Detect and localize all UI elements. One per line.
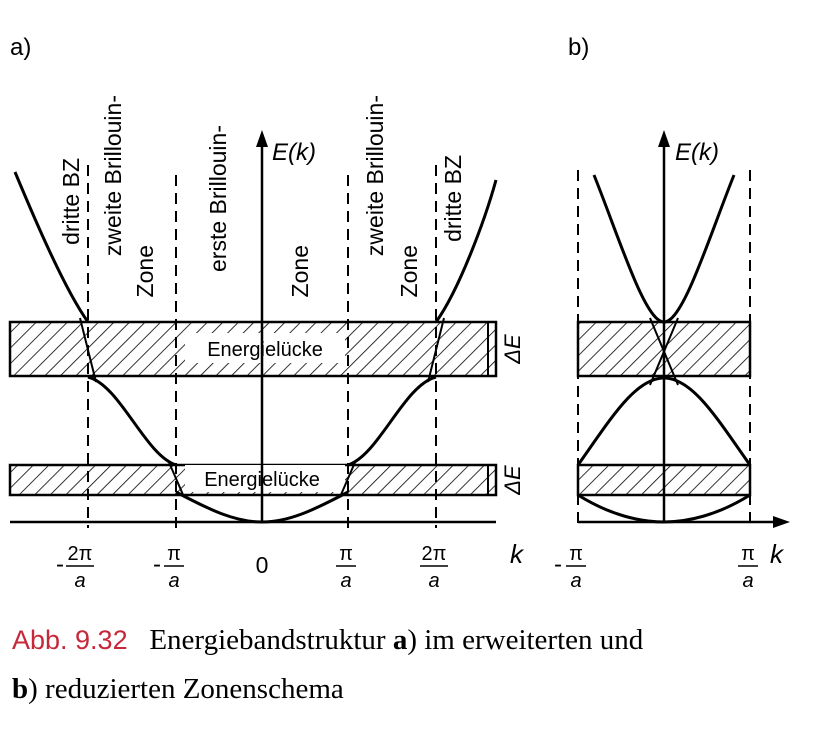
zone-label-first-1: erste Brillouin- — [205, 125, 231, 272]
tick-pi-num: π — [339, 543, 353, 565]
zone-boundaries-b — [577, 170, 751, 528]
lower-gap-delta-bracket — [484, 464, 492, 496]
panel-a-label: a) — [10, 34, 31, 61]
caption-bold-b: b — [12, 673, 29, 705]
panel-a-energy-axis-label: E(k) — [272, 139, 316, 166]
upper-gap-delta-label: ΔE — [500, 334, 525, 365]
tick-b-minus-pi-den: a — [570, 570, 581, 592]
tick-b-minus-pi-sign: - — [554, 551, 562, 578]
tick-minus-pi-den: a — [168, 570, 179, 592]
bands-a — [13, 171, 498, 524]
zone-label-right-second-1: zweite Brillouin- — [362, 95, 388, 256]
tick-minus-2pi-sign: - — [56, 551, 64, 578]
zone-label-left-second-2: Zone — [132, 245, 158, 297]
upper-gap-delta-bracket — [484, 321, 492, 377]
band-3-right — [434, 179, 498, 323]
band-b-3 — [592, 174, 736, 324]
tick-zero: 0 — [256, 552, 269, 578]
panel-b: b) E(k) - π a π a k — [554, 34, 790, 592]
band-2-right — [347, 375, 437, 467]
band-2-left — [87, 375, 177, 467]
tick-minus-2pi-num: 2π — [68, 543, 93, 565]
figure-caption: Abb. 9.32 Energiebandstruktur a) im erwe… — [12, 616, 807, 714]
upper-gap-label-box — [185, 333, 345, 363]
caption-label: Abb. 9.32 — [12, 625, 128, 655]
bands-b — [576, 174, 752, 524]
panel-b-label: b) — [568, 34, 589, 61]
tick-minus-pi-sign: - — [153, 551, 161, 578]
panel-a: a) Energielücke Energielücke ΔE ΔE — [8, 34, 525, 592]
upper-gap-label: Energielücke — [207, 339, 323, 361]
ticks-a: - 2π a - π a 0 π a 2π a — [56, 543, 448, 592]
tick-minus-2pi-den: a — [74, 570, 85, 592]
tick-b-pi-num: π — [741, 543, 755, 565]
caption-bold-a: a — [392, 624, 408, 656]
zone-label-right-second-2: Zone — [396, 245, 422, 297]
panel-b-k-axis-label: k — [770, 539, 785, 569]
band-b-2 — [576, 376, 752, 466]
tick-b-pi-den: a — [742, 570, 753, 592]
band-structure-figure: a) Energielücke Energielücke ΔE ΔE — [8, 34, 790, 592]
tick-2pi-num: 2π — [422, 543, 447, 565]
crossing-right-upper — [427, 317, 445, 383]
band-b-1 — [577, 493, 751, 524]
caption-text-2: ) im erweiterten und — [407, 624, 644, 656]
crossing-left-lower — [167, 459, 185, 498]
tick-pi-den: a — [340, 570, 351, 592]
tick-minus-pi-num: π — [167, 543, 181, 565]
band-3-left — [13, 171, 90, 323]
caption-text-3: ) reduzierten Zonenschema — [28, 673, 344, 705]
panel-b-energy-axis-label: E(k) — [675, 139, 719, 166]
lower-gap-delta-label: ΔE — [500, 465, 525, 496]
panel-b-energy-axis-arrow — [658, 130, 670, 147]
band-1-first-zone — [175, 490, 349, 524]
crossing-left-upper — [79, 317, 97, 383]
panel-b-k-axis-arrow — [773, 516, 790, 528]
zone-labels-a: dritte BZ zweite Brillouin- Zone erste B… — [58, 95, 466, 297]
panel-a-k-axis-label: k — [510, 539, 525, 569]
ticks-b: - π a π a — [554, 543, 758, 592]
zone-label-left-third: dritte BZ — [58, 158, 84, 245]
tick-b-minus-pi-num: π — [569, 543, 583, 565]
panel-a-energy-axis-arrow — [256, 130, 268, 147]
zone-label-first-2: Zone — [287, 245, 313, 297]
zone-label-left-second-1: zweite Brillouin- — [100, 95, 126, 256]
crossing-b-2 — [649, 317, 679, 386]
lower-gap-label-box — [185, 465, 345, 492]
caption-text-1: Energiebandstruktur — [149, 624, 393, 656]
zone-label-right-third: dritte BZ — [440, 155, 466, 242]
tick-2pi-den: a — [428, 570, 439, 592]
crossing-right-lower — [339, 459, 357, 498]
